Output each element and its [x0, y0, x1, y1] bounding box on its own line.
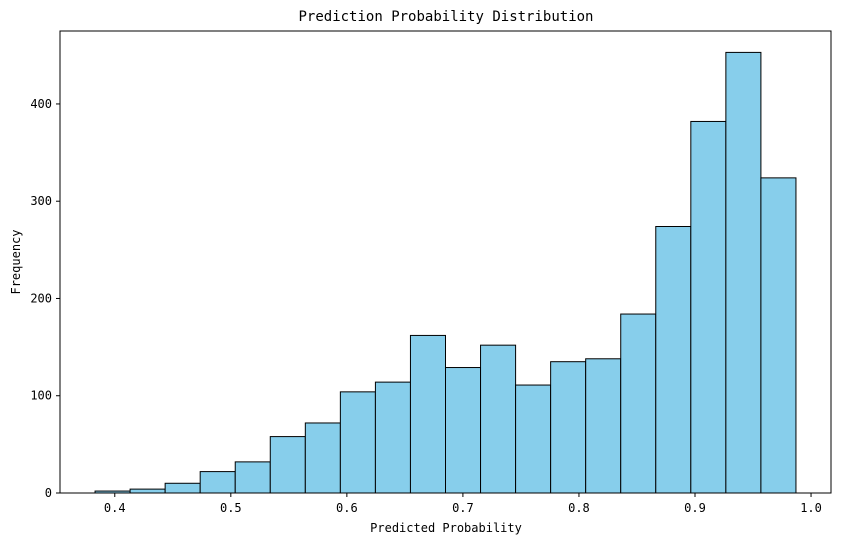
- x-tick-label: 0.8: [568, 501, 590, 515]
- x-tick-label: 0.5: [220, 501, 242, 515]
- histogram-bar: [550, 361, 587, 494]
- histogram-bar: [304, 422, 341, 494]
- histogram-bar: [585, 358, 622, 494]
- histogram-bar: [409, 334, 447, 494]
- histogram-bar: [129, 488, 166, 494]
- chart-title: Prediction Probability Distribution: [298, 9, 593, 25]
- histogram-bar: [445, 367, 482, 494]
- y-tick-label: 200: [30, 291, 52, 305]
- plot-frame: [59, 30, 832, 494]
- bars-layer: [94, 51, 797, 494]
- histogram-bar: [269, 436, 306, 494]
- histogram-bar: [760, 177, 797, 494]
- histogram-bar: [374, 381, 411, 494]
- x-axis-label: Predicted Probability: [370, 521, 522, 535]
- x-tick-label: 0.9: [684, 501, 706, 515]
- histogram-bar: [164, 482, 201, 494]
- y-tick-label: 0: [45, 486, 52, 500]
- y-tick-label: 400: [30, 97, 52, 111]
- histogram-bar: [480, 344, 517, 494]
- histogram-bar: [725, 51, 762, 494]
- histogram-bar: [620, 313, 657, 494]
- histogram-bar: [515, 384, 552, 494]
- y-axis: 0 100 200 300 400: [30, 97, 60, 500]
- histogram-bar: [199, 471, 236, 494]
- x-axis: 0.4 0.5 0.6 0.7 0.8 0.9 1.0: [104, 493, 822, 515]
- x-tick-label: 1.0: [800, 501, 822, 515]
- histogram-bar: [655, 226, 692, 494]
- histogram-bar: [234, 461, 271, 494]
- y-tick-label: 300: [30, 194, 52, 208]
- x-tick-label: 0.7: [452, 501, 474, 515]
- histogram-bar: [690, 120, 727, 494]
- y-tick-label: 100: [30, 389, 52, 403]
- x-tick-label: 0.6: [336, 501, 358, 515]
- histogram-bar: [339, 391, 376, 494]
- x-tick-label: 0.4: [104, 501, 126, 515]
- y-axis-label: Frequency: [9, 229, 23, 294]
